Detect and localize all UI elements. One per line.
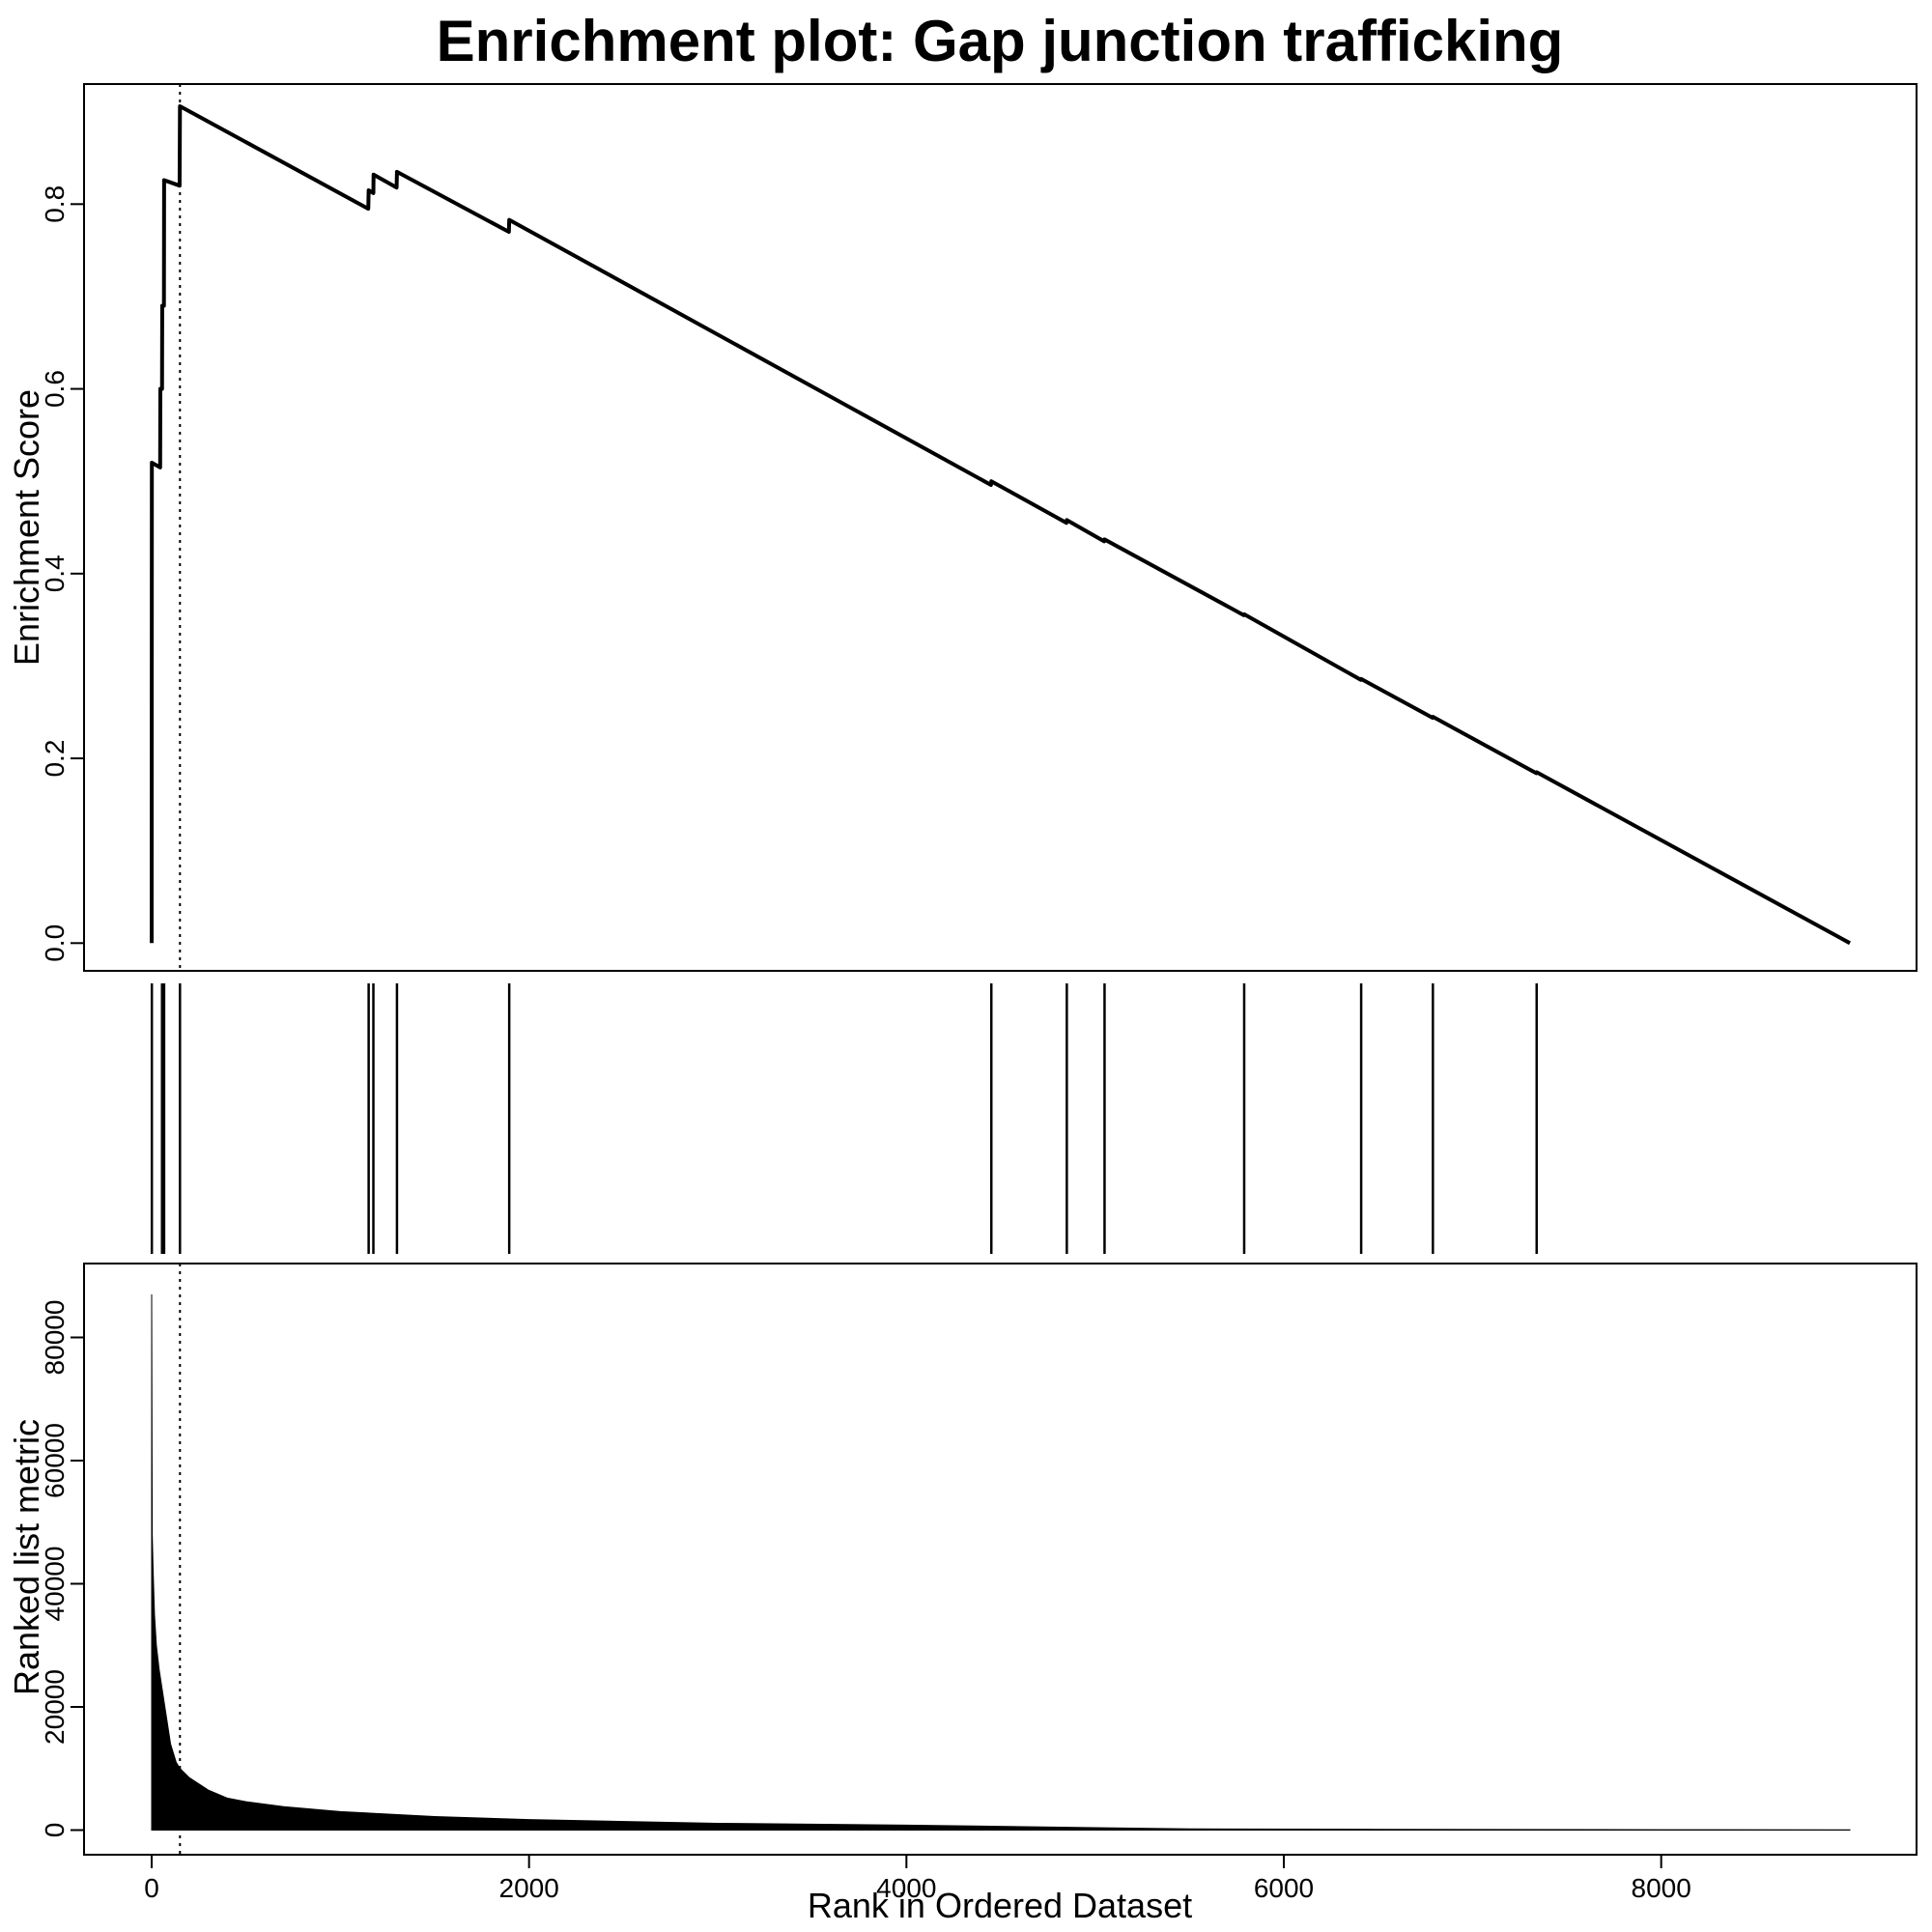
- ranked-list-metric-y-tick-label: 80000: [40, 1300, 70, 1376]
- ranked-list-metric-axis-label: Ranked list metric: [7, 1419, 46, 1695]
- ranked-list-metric-area: [151, 1293, 1851, 1831]
- ranked-list-metric-y-tick-label: 0: [40, 1823, 70, 1838]
- enrichment-score-y-ticks: 0.0 0.2 0.4 0.6 0.8: [40, 185, 84, 962]
- ranked-list-metric-panel: 0 20000 40000 60000 80000 Ranked list metric: [7, 1263, 1918, 1856]
- enrichment-score-line: [150, 103, 1851, 946]
- x-tick-label: 0: [144, 1873, 159, 1903]
- enrichment-score-y-tick-label: 0.4: [40, 554, 70, 592]
- x-axis-label: Rank in Ordered Dataset: [808, 1886, 1192, 1925]
- ranked-list-metric-y-ticks: 0 20000 40000 60000 80000: [40, 1300, 84, 1838]
- enrichment-score-y-tick-label: 0.8: [40, 185, 70, 223]
- ranked-list-metric-y-tick-label: 60000: [40, 1423, 70, 1498]
- enrichment-score-y-tick-label: 0.0: [40, 924, 70, 962]
- x-tick-label: 6000: [1254, 1873, 1314, 1903]
- x-tick-label: 8000: [1632, 1873, 1691, 1903]
- ranked-list-metric-y-tick-label: 40000: [40, 1547, 70, 1622]
- enrichment-score-y-tick-label: 0.2: [40, 740, 70, 778]
- x-axis: 0 2000 4000 6000 8000: [144, 1855, 1691, 1903]
- enrichment-score-frame: [83, 83, 1918, 972]
- x-tick-label: 2000: [499, 1873, 559, 1903]
- gene-hits-panel: [150, 983, 1538, 1254]
- enrichment-score-panel: 0.0 0.2 0.4 0.6 0.8 Enrichment Score: [7, 83, 1918, 972]
- x-tick-label: 4000: [876, 1873, 936, 1903]
- ranked-list-metric-y-tick-label: 20000: [40, 1669, 70, 1745]
- ranked-list-metric-frame: [83, 1263, 1918, 1856]
- enrichment-score-y-tick-label: 0.6: [40, 370, 70, 408]
- enrichment-score-axis-label: Enrichment Score: [7, 389, 46, 666]
- chart-title: Enrichment plot: Gap junction traffickin…: [437, 9, 1564, 73]
